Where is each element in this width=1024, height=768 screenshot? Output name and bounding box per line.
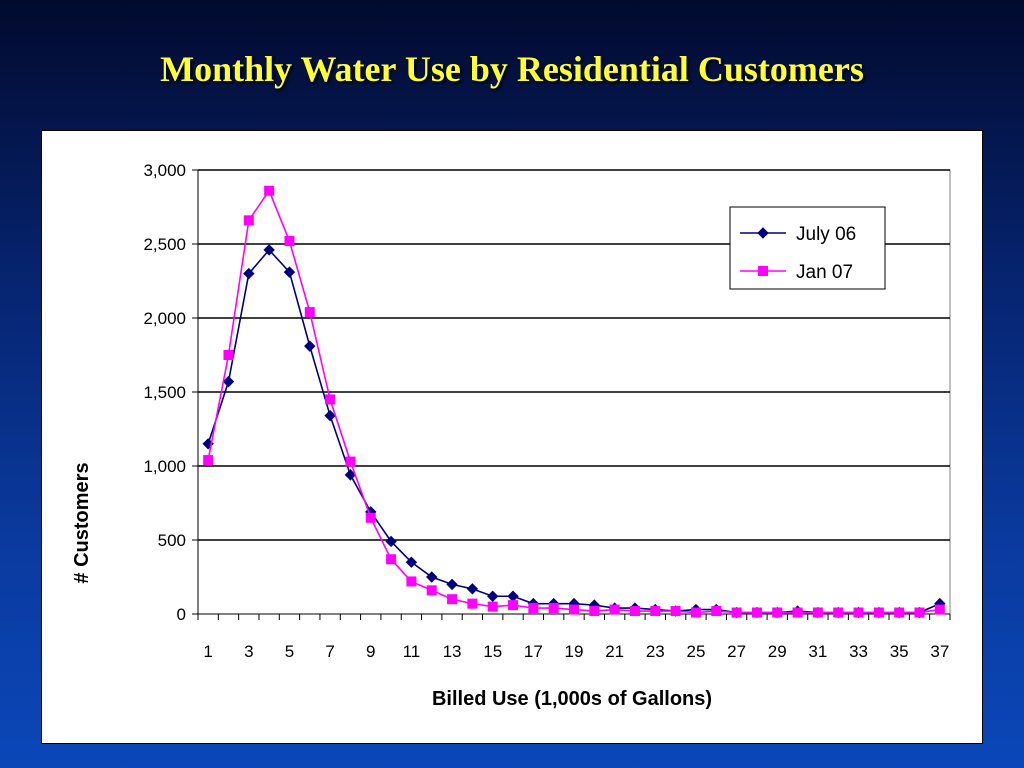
data-point: [283, 266, 296, 278]
y-tick-label: 1,000: [143, 457, 186, 476]
data-point: [629, 606, 640, 617]
data-point: [466, 583, 479, 595]
x-tick-label: 19: [565, 642, 584, 661]
x-tick-label: 1: [203, 642, 212, 661]
data-point: [528, 603, 539, 614]
data-point: [812, 607, 823, 618]
x-axis-title: Billed Use (1,000s of Gallons): [432, 688, 712, 710]
legend-label: July 06: [796, 224, 856, 245]
data-point: [344, 469, 357, 481]
data-point: [569, 604, 579, 615]
y-axis-title: # Customers: [71, 462, 93, 583]
data-point: [325, 394, 336, 405]
data-point: [446, 578, 458, 591]
chart-panel: 0 500 1,000 1,500 2,000 2,500 3,000 1 3 5 7 9 11 13 15…: [41, 130, 983, 744]
data-point: [243, 215, 254, 226]
legend-label: Jan 07: [796, 262, 853, 283]
data-point: [508, 600, 519, 611]
data-point: [386, 554, 397, 565]
data-point: [365, 512, 376, 523]
data-point: [833, 607, 844, 618]
data-point: [873, 607, 884, 618]
x-tick-label: 7: [325, 642, 334, 661]
x-tick-label: 31: [808, 642, 827, 661]
data-point: [690, 607, 701, 618]
data-point: [426, 571, 438, 583]
data-point: [223, 350, 234, 360]
data-point: [757, 227, 769, 239]
data-point: [772, 607, 783, 618]
data-point: [792, 607, 803, 618]
data-point: [284, 236, 295, 247]
data-point: [487, 601, 498, 612]
data-point: [853, 607, 864, 618]
data-point: [203, 455, 214, 466]
x-tick-label: 23: [646, 642, 665, 661]
x-tick-label: 33: [849, 642, 868, 661]
data-point: [711, 606, 722, 617]
x-tick-label: 17: [524, 642, 543, 661]
x-tick-label: 37: [930, 642, 949, 661]
data-point: [447, 594, 458, 605]
x-tick-label: 29: [768, 642, 787, 661]
legend-box: [729, 206, 886, 290]
y-tick-label: 2,000: [143, 309, 186, 328]
data-point: [222, 375, 235, 388]
data-point: [264, 185, 275, 196]
data-point: [751, 607, 762, 618]
y-tick-label: 500: [158, 531, 186, 550]
data-point: [406, 576, 417, 587]
data-point: [405, 556, 418, 568]
y-tick-label: 1,500: [143, 383, 186, 402]
x-tick-label: 25: [686, 642, 705, 661]
data-point: [731, 607, 742, 618]
x-tick-label: 15: [483, 642, 502, 661]
y-tick-label: 2,500: [143, 235, 186, 254]
data-point: [426, 585, 437, 596]
data-point: [609, 604, 620, 615]
data-point: [324, 409, 336, 422]
data-point: [670, 606, 681, 617]
data-point: [914, 607, 925, 618]
data-point: [304, 340, 316, 352]
data-point: [243, 267, 255, 280]
data-point: [758, 266, 768, 276]
data-point: [894, 607, 905, 618]
data-point: [650, 606, 661, 617]
data-point: [486, 590, 499, 602]
x-tick-label: 11: [403, 642, 421, 661]
data-point: [467, 598, 478, 609]
data-point: [304, 307, 315, 318]
data-point: [345, 456, 356, 467]
data-point: [548, 603, 559, 614]
data-point: [589, 606, 600, 617]
data-point: [934, 604, 945, 615]
x-tick-label: 5: [285, 642, 294, 661]
slide-title: Monthly Water Use by Residential Custome…: [160, 49, 864, 89]
y-tick-label: 0: [177, 605, 186, 624]
data-point: [263, 244, 275, 256]
x-tick-label: 21: [605, 642, 624, 661]
x-tick-label: 13: [443, 642, 462, 661]
x-tick-label: 3: [244, 642, 253, 661]
data-point: [385, 535, 397, 548]
x-tick-label: 27: [727, 642, 746, 661]
y-tick-label: 3,000: [143, 161, 186, 180]
x-tick-label: 9: [366, 642, 375, 661]
x-tick-label: 35: [890, 642, 909, 661]
series-jan-07: [203, 185, 945, 618]
